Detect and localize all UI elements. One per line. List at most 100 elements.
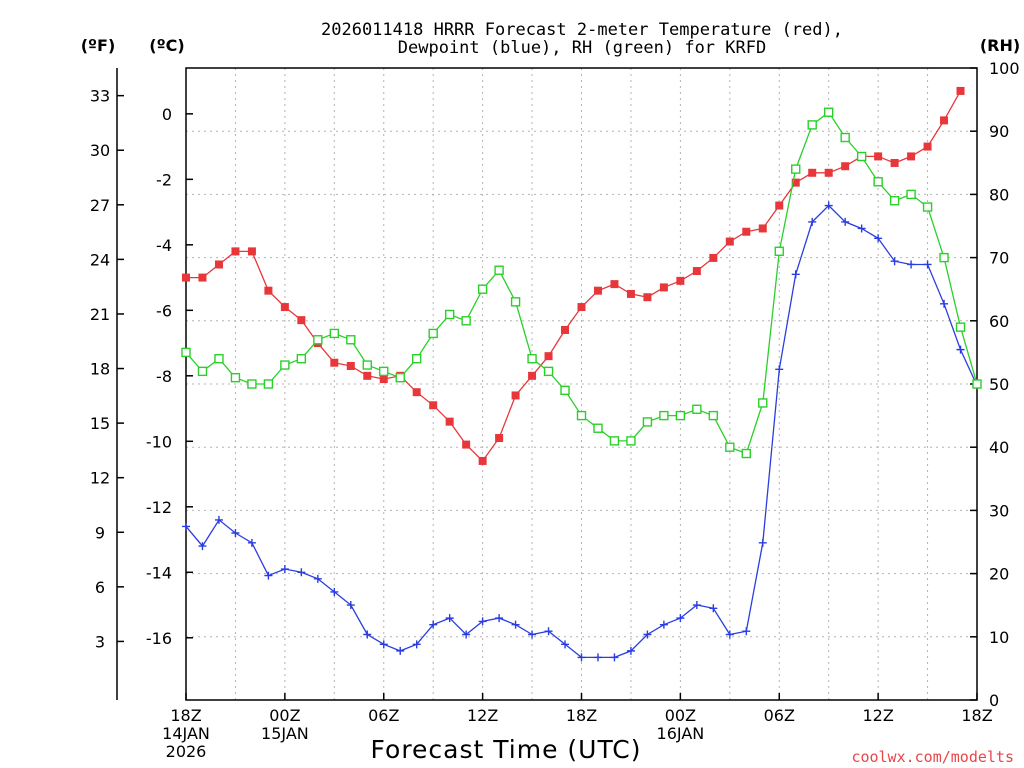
data-point-marker xyxy=(297,316,306,325)
data-point-marker xyxy=(379,375,388,384)
data-point-marker xyxy=(544,627,553,636)
data-point-marker xyxy=(956,86,965,95)
data-point-marker xyxy=(363,630,372,639)
data-point-marker xyxy=(659,620,668,629)
x-tick-label: 16JAN xyxy=(657,724,705,743)
data-point-marker xyxy=(923,142,932,151)
x-axis-title: Forecast Time (UTC) xyxy=(371,735,642,764)
data-point-marker xyxy=(675,410,686,421)
data-point-marker xyxy=(890,257,899,266)
data-point-marker xyxy=(445,614,454,623)
data-point-marker xyxy=(841,162,850,171)
data-point-marker xyxy=(182,273,190,282)
data-point-marker xyxy=(725,630,734,639)
data-point-marker xyxy=(922,202,933,212)
data-point-marker xyxy=(329,328,340,339)
data-point-marker xyxy=(857,224,866,233)
rh-tick-label: 80 xyxy=(989,185,1009,204)
data-point-marker xyxy=(429,620,438,629)
celsius-tick-label: -12 xyxy=(146,498,172,517)
data-point-marker xyxy=(477,284,488,294)
data-point-marker xyxy=(692,404,702,414)
x-tick-label: 18Z xyxy=(170,706,201,725)
data-point-marker xyxy=(495,434,504,443)
data-point-marker xyxy=(709,253,718,262)
data-point-marker xyxy=(659,410,669,421)
data-point-marker xyxy=(972,379,982,389)
celsius-tick-label: -16 xyxy=(146,629,172,648)
data-point-marker xyxy=(396,646,405,655)
x-tick-label: 12Z xyxy=(862,706,893,725)
x-tick-label: 00Z xyxy=(269,706,300,725)
celsius-tick-label: -2 xyxy=(156,170,172,189)
data-point-marker xyxy=(956,345,965,354)
fahrenheit-unit-label: (ºF) xyxy=(81,36,116,55)
data-point-marker xyxy=(725,237,734,246)
data-point-marker xyxy=(889,196,900,206)
fahrenheit-tick-label: 3 xyxy=(95,632,105,651)
data-point-marker xyxy=(856,151,867,162)
data-point-marker xyxy=(544,352,553,361)
data-point-marker xyxy=(890,158,899,167)
data-point-marker xyxy=(824,201,833,210)
data-point-marker xyxy=(676,276,685,285)
rh-tick-label: 100 xyxy=(989,59,1020,78)
data-point-marker xyxy=(510,297,521,307)
data-point-marker xyxy=(330,358,339,367)
fahrenheit-tick-label: 9 xyxy=(95,523,105,542)
data-point-marker xyxy=(610,280,619,289)
data-point-marker xyxy=(511,620,520,629)
data-point-marker xyxy=(428,328,438,339)
data-point-marker xyxy=(214,354,224,364)
rh-tick-label: 60 xyxy=(989,312,1009,331)
tick-labels: 33302724211815129630-2-4-6-8-10-12-14-16… xyxy=(90,59,1020,761)
data-point-marker xyxy=(940,299,949,308)
data-point-marker xyxy=(823,107,834,117)
fahrenheit-tick-label: 24 xyxy=(90,250,110,269)
data-point-marker xyxy=(774,246,784,256)
x-tick-label: 18Z xyxy=(961,706,992,725)
rh-tick-label: 0 xyxy=(989,691,999,710)
data-point-marker xyxy=(182,522,190,531)
data-point-marker xyxy=(198,542,207,551)
data-point-marker xyxy=(231,247,240,256)
data-point-marker xyxy=(939,252,949,263)
celsius-tick-label: -14 xyxy=(146,563,172,582)
data-point-marker xyxy=(775,365,784,374)
data-point-marker xyxy=(296,354,307,364)
data-point-marker xyxy=(346,361,355,370)
x-tick-label: 14JAN xyxy=(162,724,210,743)
data-point-marker xyxy=(395,372,405,383)
fahrenheit-tick-label: 30 xyxy=(90,141,110,160)
rh-tick-label: 20 xyxy=(989,565,1009,584)
fahrenheit-tick-label: 6 xyxy=(95,578,105,597)
data-point-marker xyxy=(643,293,652,302)
data-point-marker xyxy=(758,398,768,408)
data-point-marker xyxy=(791,164,801,174)
data-point-marker xyxy=(230,372,241,383)
data-point-marker xyxy=(461,316,471,326)
data-point-marker xyxy=(247,538,256,547)
data-point-marker xyxy=(741,448,751,459)
data-point-marker xyxy=(907,260,916,269)
data-point-marker xyxy=(198,273,207,282)
rh-tick-label: 70 xyxy=(989,249,1009,268)
x-tick-label: 06Z xyxy=(368,706,399,725)
fahrenheit-tick-label: 27 xyxy=(90,196,110,215)
data-point-marker xyxy=(362,360,372,370)
data-point-marker xyxy=(247,379,257,389)
data-point-marker xyxy=(708,410,719,421)
data-point-marker xyxy=(478,456,487,465)
data-point-marker xyxy=(462,630,471,639)
data-point-marker xyxy=(593,423,603,433)
data-point-marker xyxy=(346,335,356,345)
data-point-marker xyxy=(692,601,701,610)
data-point-marker xyxy=(742,627,751,636)
data-point-marker xyxy=(280,565,289,574)
data-point-marker xyxy=(543,366,554,377)
data-point-marker xyxy=(940,116,949,125)
celsius-tick-label: -6 xyxy=(156,301,172,320)
data-point-marker xyxy=(873,177,883,187)
rh-tick-label: 90 xyxy=(989,122,1009,141)
